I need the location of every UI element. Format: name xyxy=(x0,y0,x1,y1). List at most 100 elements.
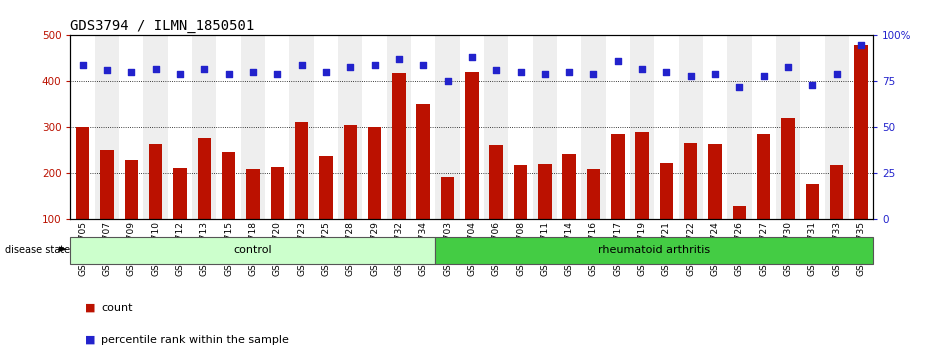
Bar xyxy=(781,118,794,219)
Bar xyxy=(216,35,240,219)
Bar xyxy=(289,35,314,219)
Point xyxy=(75,62,90,68)
Bar xyxy=(192,35,216,219)
Bar xyxy=(508,35,532,219)
Bar xyxy=(557,35,581,219)
Text: rheumatoid arthritis: rheumatoid arthritis xyxy=(598,245,711,256)
Bar xyxy=(411,35,436,219)
Text: disease state: disease state xyxy=(5,245,69,255)
Point xyxy=(465,55,480,60)
Bar xyxy=(703,35,728,219)
Point xyxy=(805,82,820,88)
Point xyxy=(854,42,869,47)
Bar xyxy=(654,35,679,219)
Bar xyxy=(830,165,843,219)
Point xyxy=(124,69,139,75)
Point xyxy=(440,79,455,84)
Point xyxy=(392,57,407,62)
Bar xyxy=(776,35,800,219)
Text: percentile rank within the sample: percentile rank within the sample xyxy=(101,335,289,345)
Bar xyxy=(70,237,436,264)
Bar xyxy=(222,152,236,219)
Text: ■: ■ xyxy=(85,303,95,313)
Point xyxy=(197,66,212,72)
Point xyxy=(756,73,771,79)
Bar xyxy=(76,127,89,219)
Point xyxy=(245,69,260,75)
Bar xyxy=(538,164,551,219)
Bar xyxy=(144,35,168,219)
Bar xyxy=(636,132,649,219)
Bar xyxy=(824,35,849,219)
Point xyxy=(173,71,188,77)
Bar xyxy=(587,169,600,219)
Bar xyxy=(489,145,503,219)
Bar xyxy=(806,184,819,219)
Bar xyxy=(70,35,95,219)
Bar xyxy=(440,177,454,219)
Bar xyxy=(368,127,381,219)
Bar xyxy=(387,35,411,219)
Bar xyxy=(606,35,630,219)
Point xyxy=(780,64,795,69)
Text: ■: ■ xyxy=(85,335,95,345)
Bar xyxy=(708,144,722,219)
Point xyxy=(684,73,699,79)
Bar xyxy=(685,143,698,219)
Text: ►: ► xyxy=(59,245,68,255)
Bar xyxy=(436,237,873,264)
Bar xyxy=(319,156,332,219)
Bar xyxy=(168,35,192,219)
Bar xyxy=(100,150,114,219)
Bar xyxy=(484,35,508,219)
Bar xyxy=(246,169,259,219)
Point xyxy=(610,58,625,64)
Bar xyxy=(514,165,527,219)
Bar xyxy=(125,160,138,219)
Point xyxy=(732,84,747,90)
Bar xyxy=(295,122,308,219)
Point xyxy=(367,62,382,68)
Bar xyxy=(149,144,162,219)
Bar xyxy=(362,35,387,219)
Point xyxy=(586,71,601,77)
Bar xyxy=(660,163,673,219)
Bar xyxy=(95,35,119,219)
Bar xyxy=(757,134,771,219)
Bar xyxy=(611,134,624,219)
Text: control: control xyxy=(234,245,272,256)
Bar xyxy=(532,35,557,219)
Bar xyxy=(436,35,460,219)
Bar xyxy=(800,35,824,219)
Bar xyxy=(344,125,357,219)
Bar xyxy=(854,45,868,219)
Point xyxy=(708,71,723,77)
Bar xyxy=(119,35,144,219)
Bar xyxy=(465,72,479,219)
Bar xyxy=(314,35,338,219)
Bar xyxy=(265,35,289,219)
Bar xyxy=(728,35,751,219)
Bar xyxy=(679,35,703,219)
Bar xyxy=(562,154,576,219)
Bar xyxy=(732,206,747,219)
Bar xyxy=(751,35,776,219)
Point xyxy=(269,71,285,77)
Bar xyxy=(270,166,284,219)
Bar xyxy=(338,35,362,219)
Bar xyxy=(393,73,406,219)
Point xyxy=(537,71,552,77)
Bar xyxy=(197,138,211,219)
Bar xyxy=(630,35,654,219)
Point xyxy=(100,68,115,73)
Point xyxy=(221,71,236,77)
Point xyxy=(294,62,309,68)
Text: GDS3794 / ILMN_1850501: GDS3794 / ILMN_1850501 xyxy=(70,19,254,33)
Point xyxy=(829,71,844,77)
Bar xyxy=(417,104,430,219)
Point xyxy=(659,69,674,75)
Point xyxy=(488,68,503,73)
Point xyxy=(635,66,650,72)
Point xyxy=(148,66,163,72)
Bar xyxy=(240,35,265,219)
